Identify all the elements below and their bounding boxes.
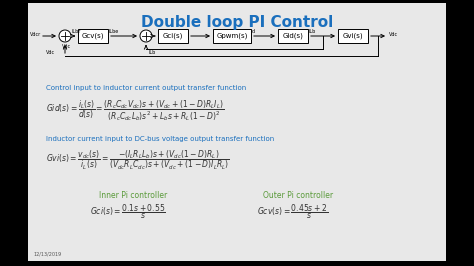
Text: iLb: iLb <box>149 50 156 55</box>
Text: Gid(s): Gid(s) <box>283 33 303 39</box>
Text: Gcv(s): Gcv(s) <box>82 33 104 39</box>
Text: $Gvi(s) = \dfrac{v_{dc}(s)}{i_L(s)} = \dfrac{-(I_L R_L L_b)s+(V_{dc}(1-D)R_L)}{(: $Gvi(s) = \dfrac{v_{dc}(s)}{i_L(s)} = \d… <box>46 149 230 172</box>
Text: Outer Pi controller: Outer Pi controller <box>263 191 333 200</box>
Circle shape <box>140 30 152 42</box>
Text: Inner Pi controller: Inner Pi controller <box>99 191 167 200</box>
Text: Control input to inductor current output transfer function: Control input to inductor current output… <box>46 85 246 91</box>
FancyBboxPatch shape <box>78 29 108 43</box>
Text: $Gci(s) = \dfrac{0.1s+0.55}{s}$: $Gci(s) = \dfrac{0.1s+0.55}{s}$ <box>90 203 166 221</box>
Text: 12/13/2019: 12/13/2019 <box>33 252 61 257</box>
Text: iLbe: iLbe <box>109 29 119 34</box>
Text: $Gid(s) = \dfrac{i_L(s)}{d(s)} = \dfrac{(R_c C_{dc}V_{dc})s+(V_{dc}+(1-D)R_L I_L: $Gid(s) = \dfrac{i_L(s)}{d(s)} = \dfrac{… <box>46 98 224 123</box>
Text: d: d <box>252 29 255 34</box>
FancyBboxPatch shape <box>158 29 188 43</box>
Text: Vdc: Vdc <box>62 44 71 49</box>
Circle shape <box>59 30 71 42</box>
Text: Double loop PI Control: Double loop PI Control <box>141 15 333 30</box>
Text: iLbr: iLbr <box>72 29 82 34</box>
Text: Gpwm(s): Gpwm(s) <box>216 33 248 39</box>
FancyBboxPatch shape <box>278 29 308 43</box>
Text: iLb: iLb <box>309 29 316 34</box>
Text: Gci(s): Gci(s) <box>163 33 183 39</box>
FancyBboxPatch shape <box>338 29 368 43</box>
Text: Inductor current input to DC-bus voltage output transfer function: Inductor current input to DC-bus voltage… <box>46 136 274 142</box>
Text: $Gcv(s) = \dfrac{0.45s+2}{s}$: $Gcv(s) = \dfrac{0.45s+2}{s}$ <box>257 203 328 221</box>
FancyBboxPatch shape <box>213 29 251 43</box>
Text: Vdcr: Vdcr <box>30 32 41 38</box>
Text: Gvi(s): Gvi(s) <box>343 33 363 39</box>
FancyBboxPatch shape <box>28 3 446 261</box>
Text: Vdc: Vdc <box>46 50 55 55</box>
Text: Vdc: Vdc <box>389 32 398 38</box>
